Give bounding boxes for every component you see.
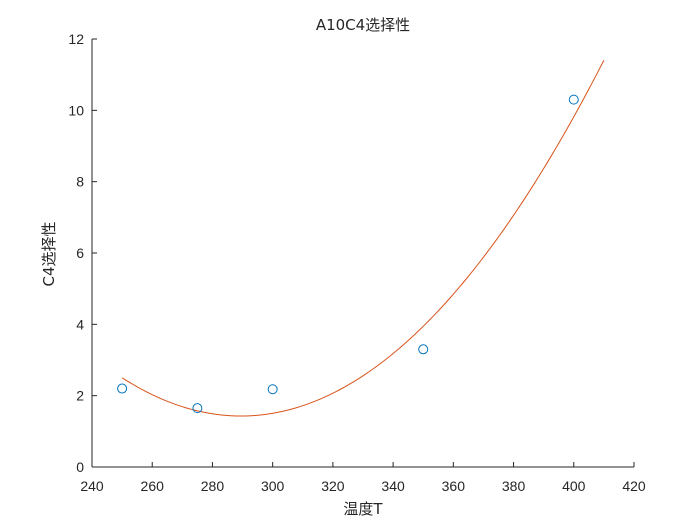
fit-curve-line bbox=[121, 59, 605, 417]
x-tick-label: 320 bbox=[321, 478, 345, 494]
scatter-points-layer bbox=[117, 94, 579, 414]
y-tick-label: 12 bbox=[68, 31, 84, 47]
x-axis-label: 温度T bbox=[343, 500, 383, 518]
x-tick-label: 380 bbox=[502, 478, 526, 494]
y-tick-label: 2 bbox=[76, 388, 84, 404]
y-tick-label: 0 bbox=[76, 459, 84, 475]
y-tick-label: 6 bbox=[76, 245, 84, 261]
y-tick-label: 10 bbox=[68, 102, 84, 118]
x-tick-label: 400 bbox=[562, 478, 586, 494]
y-tick-label: 4 bbox=[76, 316, 84, 332]
y-tick-label: 8 bbox=[76, 174, 84, 190]
data-point bbox=[418, 344, 429, 355]
x-tick-label: 420 bbox=[622, 478, 646, 494]
data-point bbox=[267, 384, 278, 395]
x-tick-label: 280 bbox=[201, 478, 225, 494]
x-tick-label: 360 bbox=[442, 478, 466, 494]
y-axis-label: C4选择性 bbox=[40, 221, 58, 286]
x-tick-label: 300 bbox=[261, 478, 285, 494]
chart-title: A10C4选择性 bbox=[316, 16, 410, 34]
data-point bbox=[192, 403, 203, 414]
data-point bbox=[117, 383, 128, 394]
x-tick-label: 340 bbox=[381, 478, 405, 494]
fit-curve-layer bbox=[121, 59, 605, 417]
data-point bbox=[568, 94, 579, 105]
axes-layer: 240 260 280 300 320 340 360 380 400 420 0 2 4 6 8 10 12 bbox=[68, 31, 645, 494]
x-tick-label: 240 bbox=[80, 478, 104, 494]
x-tick-label: 260 bbox=[141, 478, 165, 494]
